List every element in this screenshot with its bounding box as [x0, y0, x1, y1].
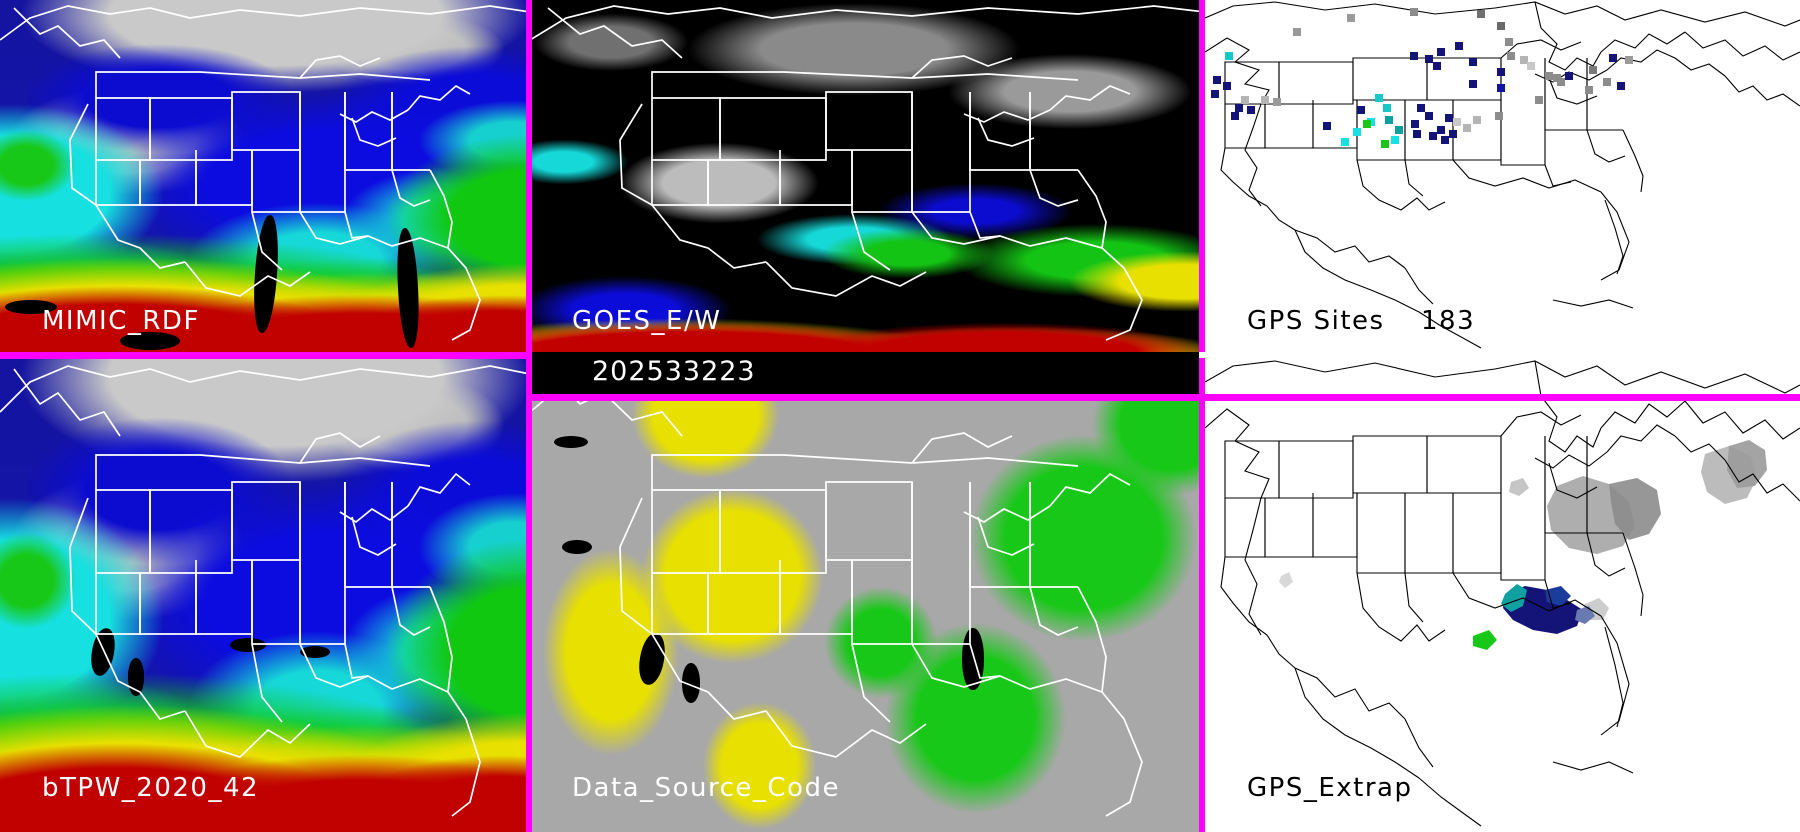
- panel-data-source-code[interactable]: Data_Source_Code: [530, 358, 1205, 832]
- panel-mimic-rdf[interactable]: MIMIC_RDF: [0, 0, 530, 352]
- gps-site-marker: [1231, 112, 1239, 120]
- gps-site-marker: [1261, 96, 1269, 104]
- extrap-moist-regions: [1473, 584, 1595, 650]
- divider-vertical-center: [1199, 0, 1205, 352]
- gps-site-marker: [1323, 122, 1331, 130]
- data-gap: [5, 300, 57, 314]
- gps-site-marker: [1469, 80, 1477, 88]
- divider-horizontal-left: [0, 352, 532, 359]
- gps-site-marker: [1235, 104, 1243, 112]
- data-gap: [128, 658, 144, 696]
- divider-vertical-left-bottom: [526, 358, 532, 832]
- gps-site-marker: [1381, 140, 1389, 148]
- panel-gps-extrap[interactable]: GPS_Extrap: [1205, 358, 1800, 832]
- gps-site-marker: [1625, 56, 1633, 64]
- gps-site-marker: [1445, 114, 1453, 122]
- gps-site-marker: [1557, 78, 1565, 86]
- gps-site-marker: [1213, 76, 1221, 84]
- gps-site-marker: [1395, 126, 1403, 134]
- gps-site-marker: [1433, 62, 1441, 70]
- gps-site-marker: [1425, 112, 1433, 120]
- gps-site-marker: [1241, 96, 1249, 104]
- gps-site-marker: [1495, 112, 1503, 120]
- gps-site-marker: [1211, 90, 1219, 98]
- data-gap: [554, 436, 588, 448]
- gps-site-marker: [1341, 138, 1349, 146]
- divider-horizontal-right: [1199, 394, 1800, 401]
- gps-site-marker: [1223, 82, 1231, 90]
- tpw-color-field: [0, 358, 530, 832]
- gps-site-marker: [1410, 8, 1418, 16]
- gps-site-marker: [1353, 128, 1361, 136]
- panel-btpw[interactable]: bTPW_2020_42: [0, 358, 530, 832]
- gps-site-marker: [1507, 52, 1515, 60]
- divider-horizontal-center: [532, 394, 1199, 401]
- gps-site-marker: [1411, 120, 1419, 128]
- gps-site-marker: [1453, 118, 1461, 126]
- gps-site-marker: [1429, 132, 1437, 140]
- gps-site-marker: [1363, 120, 1371, 128]
- gps-site-marker: [1520, 56, 1528, 64]
- gps-site-marker: [1545, 72, 1553, 80]
- gps-site-marker: [1463, 124, 1471, 132]
- gps-site-marker: [1497, 84, 1505, 92]
- gps-site-marker: [1449, 130, 1457, 138]
- gps-site-marker: [1477, 10, 1485, 18]
- gps-site-marker: [1410, 52, 1418, 60]
- extrap-grey-regions: [1279, 440, 1767, 620]
- gps-site-marker: [1385, 116, 1393, 124]
- gps-site-marker: [1293, 28, 1301, 36]
- gps-site-marker: [1455, 42, 1463, 50]
- panel-goes-ew[interactable]: GOES_E/W: [530, 0, 1205, 352]
- gps-site-marker: [1425, 55, 1433, 63]
- data-gap: [682, 663, 700, 703]
- gps-site-marker: [1247, 106, 1255, 114]
- goes-ir-field: [530, 0, 1205, 352]
- gps-site-marker: [1375, 94, 1383, 102]
- gps-site-marker: [1527, 62, 1535, 70]
- gps-site-marker: [1413, 130, 1421, 138]
- gps-site-marker: [1357, 106, 1365, 114]
- data-gap: [230, 638, 266, 652]
- gps-site-dot-layer: [1205, 0, 1800, 352]
- divider-vertical-center-bottom: [1199, 358, 1205, 832]
- gps-site-marker: [1565, 72, 1573, 80]
- gps-sites-basemap: [1205, 1, 1800, 349]
- data-gap: [120, 332, 180, 350]
- panel-gps-sites[interactable]: GPS Sites 183: [1205, 0, 1800, 352]
- gps-site-marker: [1603, 78, 1611, 86]
- gps-extrap-basemap: [1205, 360, 1800, 827]
- gps-site-marker: [1473, 116, 1481, 124]
- gps-site-marker: [1585, 86, 1593, 94]
- gps-site-marker: [1609, 54, 1617, 62]
- gps-site-marker: [1535, 96, 1543, 104]
- gps-site-marker: [1441, 136, 1449, 144]
- gps-site-marker: [1437, 126, 1445, 134]
- gps-site-marker: [1225, 52, 1233, 60]
- gps-site-marker: [1589, 66, 1597, 74]
- gps-site-marker: [1391, 136, 1399, 144]
- gps-site-marker: [1417, 104, 1425, 112]
- gps-site-marker: [1617, 82, 1625, 90]
- gps-site-marker: [1437, 48, 1445, 56]
- gps-site-marker: [1383, 104, 1391, 112]
- data-gap: [300, 646, 330, 658]
- gps-site-marker: [1367, 118, 1375, 126]
- data-source-categorical-field: [530, 358, 1205, 832]
- gps-site-marker: [1469, 58, 1477, 66]
- gps-site-marker: [1347, 14, 1355, 22]
- gps-site-marker: [1497, 22, 1505, 30]
- gps-site-marker: [1505, 38, 1513, 46]
- data-gap: [562, 540, 592, 554]
- data-gap: [962, 628, 984, 690]
- gps-site-marker: [1273, 98, 1281, 106]
- gps-site-marker: [1497, 68, 1505, 76]
- divider-vertical-left: [526, 0, 532, 352]
